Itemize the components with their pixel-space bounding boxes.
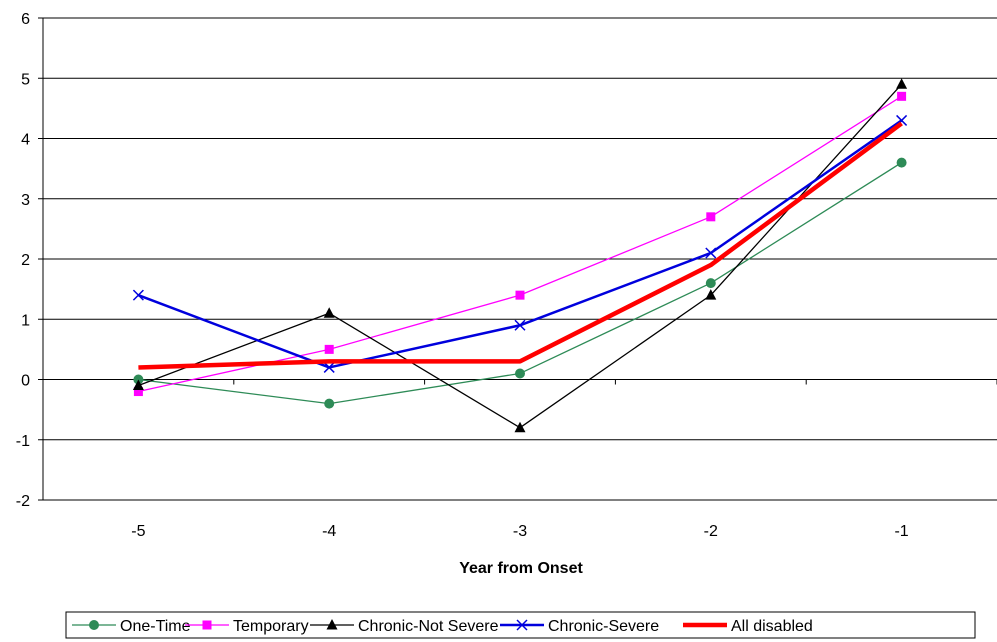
legend-label: Chronic-Severe — [548, 618, 659, 635]
legend-marker — [202, 620, 212, 630]
marker-stroke — [516, 619, 528, 631]
series-all-disabled — [138, 121, 903, 370]
data-point — [897, 91, 907, 101]
data-point — [896, 157, 907, 168]
y-tick-label: -2 — [16, 493, 30, 510]
series-temporary — [133, 91, 907, 397]
marker-stroke — [323, 361, 335, 373]
y-tick-label: 3 — [21, 192, 30, 209]
legend-item: All disabled — [683, 618, 813, 635]
data-point — [514, 421, 526, 433]
data-point — [515, 290, 525, 300]
series-lines — [132, 78, 908, 433]
data-point — [132, 289, 144, 301]
y-tick-label: 1 — [21, 312, 30, 329]
x-tick-label: -4 — [322, 523, 336, 540]
data-point — [896, 78, 908, 89]
data-point — [133, 387, 143, 397]
series-chronic-not-severe — [132, 78, 908, 433]
legend-label: All disabled — [731, 618, 813, 635]
legend-item: Chronic-Severe — [500, 618, 659, 635]
data-point — [705, 247, 717, 259]
series-line — [138, 121, 903, 370]
legend-label: Temporary — [233, 618, 309, 635]
data-point — [515, 368, 525, 379]
data-point — [323, 361, 335, 373]
series-one-time — [133, 157, 907, 409]
marker-stroke — [132, 289, 144, 301]
x-tick-label: -1 — [894, 523, 908, 540]
data-point — [323, 307, 335, 318]
x-tick-label: -5 — [131, 523, 145, 540]
data-point — [132, 379, 144, 391]
series-line — [138, 95, 902, 393]
legend-label: Chronic-Not Severe — [358, 618, 499, 635]
axes — [38, 17, 997, 501]
series-line — [137, 119, 903, 369]
data-point — [705, 289, 717, 300]
y-tick-label: 6 — [21, 11, 30, 28]
y-tick-label: 0 — [21, 373, 30, 390]
legend-marker — [89, 620, 99, 630]
data-point — [324, 344, 334, 354]
legend-marker — [326, 619, 338, 630]
x-tick-label: -2 — [704, 523, 718, 540]
data-point — [324, 398, 335, 409]
legend-label: One-Time — [120, 618, 191, 635]
legend-marker — [516, 619, 528, 631]
data-point — [706, 212, 716, 222]
marker-stroke — [705, 247, 717, 259]
legend: One-Time Temporary Chronic-Not Severe Chron… — [65, 611, 976, 639]
series-chronic-severe — [132, 114, 908, 373]
y-tick-label: -1 — [16, 433, 30, 450]
legend-item: One-Time — [72, 618, 191, 635]
y-tick-label: 5 — [21, 71, 30, 88]
data-point — [705, 278, 716, 289]
x-axis-title: Year from Onset — [459, 560, 583, 577]
y-tick-label: 4 — [21, 132, 30, 149]
marker-stroke — [514, 319, 526, 331]
x-tick-label: -3 — [513, 523, 527, 540]
legend-item: Chronic-Not Severe — [310, 618, 499, 635]
tick-labels: -2 -1 0 1 2 3 4 5 6 -5 -4 -3 -2 -1 — [16, 11, 909, 540]
y-tick-label: 2 — [21, 252, 30, 269]
legend-item: Temporary — [185, 618, 309, 635]
data-point — [514, 319, 526, 331]
